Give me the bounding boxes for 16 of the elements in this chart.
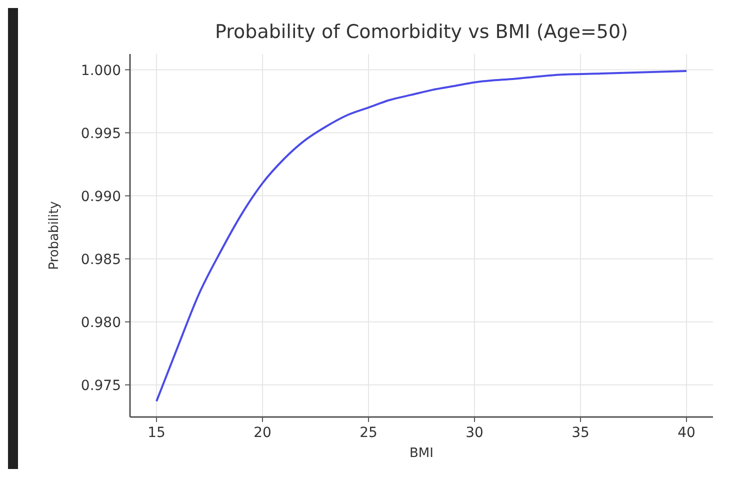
x-tick-label: 35	[572, 425, 590, 441]
x-tick-label: 40	[678, 425, 696, 441]
x-tick-label: 30	[466, 425, 484, 441]
y-tick-label: 0.990	[80, 188, 121, 205]
y-axis-title: Probability	[47, 200, 62, 270]
x-tick-label: 25	[360, 425, 378, 441]
x-tick-label: 15	[148, 425, 166, 441]
y-tick-label: 0.995	[80, 126, 121, 142]
line-series	[156, 70, 688, 402]
y-tick-label: 0.980	[80, 314, 121, 331]
x-axis-title: BMI	[410, 446, 434, 461]
chart-title: Probability of Comorbidity vs BMI (Age=50)	[215, 21, 628, 43]
x-tick-label: 20	[254, 425, 272, 441]
y-tick-label: 1.000	[80, 62, 121, 79]
y-tick-label: 0.975	[80, 378, 121, 394]
y-tick-label: 0.985	[80, 252, 121, 268]
